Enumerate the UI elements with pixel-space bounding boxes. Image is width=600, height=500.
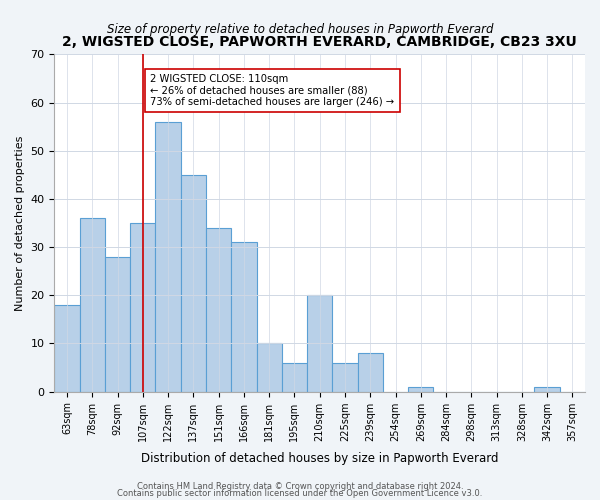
Bar — [206, 228, 231, 392]
Bar — [80, 218, 105, 392]
Bar — [257, 344, 282, 392]
Bar — [155, 122, 181, 392]
Text: 2 WIGSTED CLOSE: 110sqm
← 26% of detached houses are smaller (88)
73% of semi-de: 2 WIGSTED CLOSE: 110sqm ← 26% of detache… — [151, 74, 395, 107]
Bar — [55, 305, 80, 392]
Bar — [535, 387, 560, 392]
Bar — [358, 353, 383, 392]
Y-axis label: Number of detached properties: Number of detached properties — [15, 136, 25, 310]
X-axis label: Distribution of detached houses by size in Papworth Everard: Distribution of detached houses by size … — [141, 452, 499, 465]
Bar — [181, 175, 206, 392]
Bar — [105, 256, 130, 392]
Bar — [408, 387, 433, 392]
Title: 2, WIGSTED CLOSE, PAPWORTH EVERARD, CAMBRIDGE, CB23 3XU: 2, WIGSTED CLOSE, PAPWORTH EVERARD, CAMB… — [62, 35, 577, 49]
Text: Contains HM Land Registry data © Crown copyright and database right 2024.: Contains HM Land Registry data © Crown c… — [137, 482, 463, 491]
Bar — [130, 223, 155, 392]
Text: Size of property relative to detached houses in Papworth Everard: Size of property relative to detached ho… — [107, 22, 493, 36]
Bar — [282, 363, 307, 392]
Text: Contains public sector information licensed under the Open Government Licence v3: Contains public sector information licen… — [118, 489, 482, 498]
Bar — [231, 242, 257, 392]
Bar — [307, 296, 332, 392]
Bar — [332, 363, 358, 392]
